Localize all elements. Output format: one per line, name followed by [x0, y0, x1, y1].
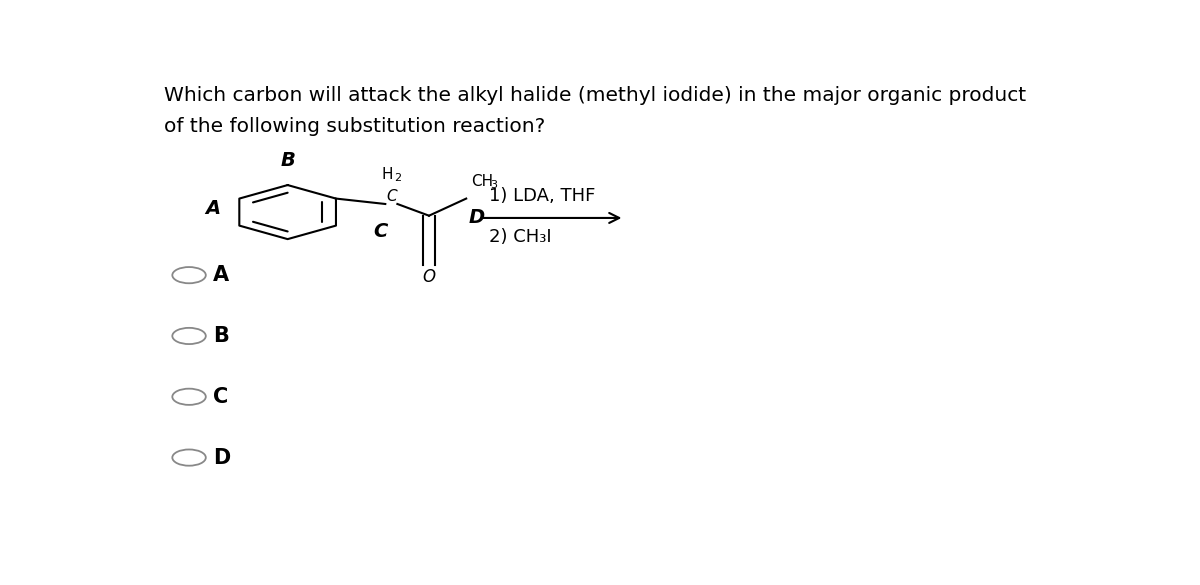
Text: A: A	[214, 265, 229, 285]
Text: of the following substitution reaction?: of the following substitution reaction?	[164, 118, 545, 136]
Text: C: C	[386, 189, 397, 204]
Text: C: C	[373, 222, 388, 242]
Text: C: C	[214, 387, 228, 407]
Text: 3: 3	[491, 180, 497, 191]
Text: 2: 2	[394, 173, 401, 183]
Text: CH: CH	[470, 174, 493, 189]
Text: D: D	[469, 208, 485, 227]
Text: D: D	[214, 448, 230, 467]
Text: H: H	[382, 167, 394, 182]
Text: 1) LDA, THF: 1) LDA, THF	[490, 187, 596, 205]
Text: B: B	[214, 326, 229, 346]
Text: A: A	[205, 199, 221, 218]
Text: 2) CH₃I: 2) CH₃I	[490, 228, 552, 246]
Text: O: O	[422, 267, 436, 285]
Text: B: B	[281, 151, 295, 170]
Text: Which carbon will attack the alkyl halide (methyl iodide) in the major organic p: Which carbon will attack the alkyl halid…	[164, 86, 1026, 105]
